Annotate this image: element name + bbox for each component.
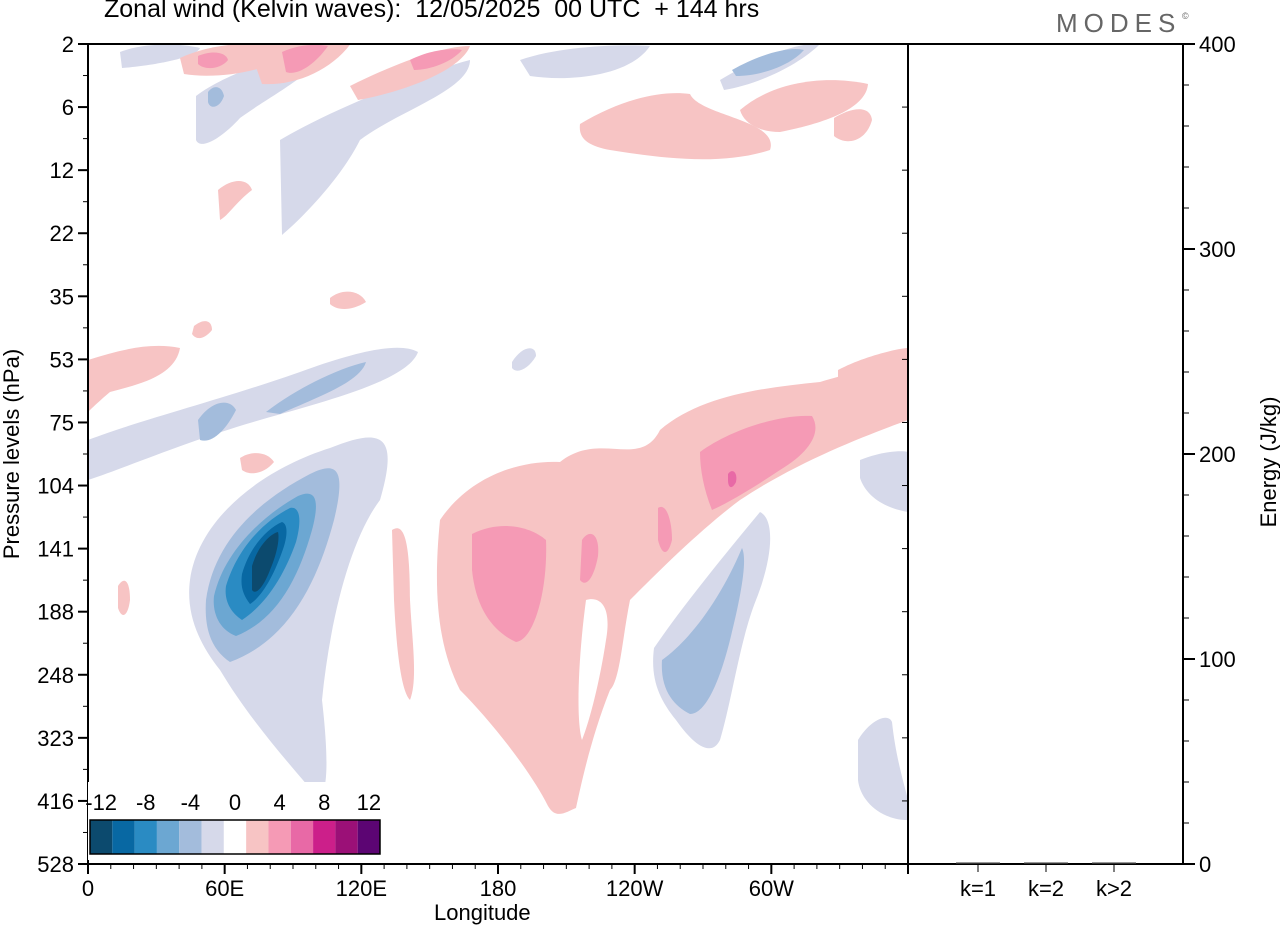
colorbar-swatch: [290, 820, 314, 854]
colorbar-label: 4: [273, 790, 285, 815]
energy-category-label: k=1: [960, 876, 996, 901]
y-tick-label: 6: [62, 95, 74, 120]
energy-bars: 0 100 200 300 400 k=1 k=2 k>2: [956, 32, 1236, 901]
y-tick-label: 53: [50, 347, 74, 372]
x-tick-label: 60W: [749, 876, 794, 901]
energy-tick-label: 100: [1199, 647, 1236, 672]
y-tick-label: 528: [37, 852, 74, 877]
wind-contour-n2-2: [280, 60, 470, 235]
contour-gap: [578, 599, 608, 740]
wind-contour-n12-32: [252, 532, 279, 592]
y-tick-label: 141: [37, 537, 74, 562]
x-tick-label: 120W: [606, 876, 664, 901]
wind-contour-p6-40: [728, 471, 737, 488]
energy-category-label: k>2: [1096, 876, 1132, 901]
wind-contour-p4-5: [198, 52, 228, 69]
y-tick-label: 35: [50, 284, 74, 309]
wind-contour-n4-43: [661, 548, 745, 714]
wind-contour-n4-3: [208, 87, 224, 107]
wind-contour-p4-36: [700, 415, 816, 510]
colorbar-swatch: [223, 820, 247, 854]
colorbar-swatch: [201, 820, 224, 854]
x-tick-label: 60E: [205, 876, 244, 901]
wind-contour-n2-26: [860, 451, 908, 512]
wind-contour-field: [88, 44, 908, 820]
colorbar-frame: [89, 819, 381, 855]
wind-contour-p2-15: [834, 109, 872, 142]
colorbar-swatch: [156, 820, 180, 854]
wind-contour-p4-7: [282, 44, 328, 73]
wind-contour-n2-10: [520, 45, 650, 79]
y-tick-label: 22: [50, 221, 74, 246]
colorbar-label: 0: [229, 790, 241, 815]
energy-category-label: k=2: [1028, 876, 1064, 901]
chart-title: Zonal wind (Kelvin waves): 12/05/2025 00…: [104, 0, 760, 23]
energy-tick-label: 0: [1199, 852, 1211, 877]
y-tick-label: 188: [37, 600, 74, 625]
x-tick-label: 120E: [336, 876, 387, 901]
y-tick-label: 248: [37, 663, 74, 688]
x-tick-label: 0: [82, 876, 94, 901]
colorbar-swatch: [313, 820, 336, 854]
wind-contour-p4-39: [658, 506, 672, 552]
x-axis-label: Longitude: [434, 900, 531, 925]
energy-bar: [956, 862, 1000, 864]
wind-contour-n4-12: [732, 48, 804, 76]
wind-contour-p4-9: [410, 49, 462, 70]
wind-contour-p2-18: [192, 321, 212, 339]
colorbar-label: 8: [318, 790, 330, 815]
wind-contour-n4-21: [198, 402, 236, 441]
wind-contour-p4-38: [580, 533, 599, 583]
colorbar-swatch: [357, 820, 380, 854]
wind-contour-p2-13: [579, 93, 771, 160]
colorbar-label: -4: [181, 790, 201, 815]
energy-tick-label: 400: [1199, 32, 1236, 57]
colorbar-legend: -12 -8 -4 0 4 8 12: [85, 782, 384, 860]
colorbar-label: -12: [85, 790, 117, 815]
wind-contour-p2-19: [88, 345, 180, 412]
colorbar-swatch: [134, 820, 157, 854]
wind-contour-n2-23: [512, 348, 536, 371]
energy-tick-label: 300: [1199, 237, 1236, 262]
wind-contour-p2-34: [392, 528, 415, 700]
wind-contour-p4-37: [472, 526, 547, 642]
colorbar-swatch: [335, 820, 358, 854]
colorbar-label: 12: [357, 790, 381, 815]
y-tick-label: 12: [50, 158, 74, 183]
colorbar-swatch: [246, 820, 269, 854]
energy-bar: [1092, 862, 1136, 864]
y-tick-label: 75: [50, 410, 74, 435]
y-tick-label: 416: [37, 789, 74, 814]
wind-contour-p2-14: [740, 80, 868, 132]
wind-contour-p2-41: [118, 580, 130, 615]
colorbar-swatch: [112, 820, 135, 854]
colorbar-swatch: [268, 820, 291, 854]
y-tick-label: 2: [62, 32, 74, 57]
y-tick-label: 323: [37, 726, 74, 751]
energy-tick-label: 200: [1199, 442, 1236, 467]
y-tick-label: 104: [37, 474, 74, 499]
brand-copyright-mark: ©: [1182, 11, 1189, 21]
wind-contour-p2-35: [436, 362, 908, 814]
colorbar-swatch: [90, 820, 113, 854]
energy-bar: [1024, 862, 1068, 864]
x-tick-label: 180: [480, 876, 517, 901]
wind-contour-p2-16: [218, 181, 252, 220]
wind-contour-p2-33: [240, 453, 274, 474]
wind-contour-n2-44: [858, 717, 908, 820]
wind-contour-n4-22: [266, 362, 366, 414]
brand-logo: MODES: [1056, 8, 1182, 38]
wind-contour-n2-0: [120, 44, 200, 68]
colorbar-label: -8: [136, 790, 156, 815]
wind-contour-p2-17: [330, 291, 366, 309]
energy-panel-frame: [907, 43, 1184, 865]
colorbar-swatch: [179, 820, 202, 854]
